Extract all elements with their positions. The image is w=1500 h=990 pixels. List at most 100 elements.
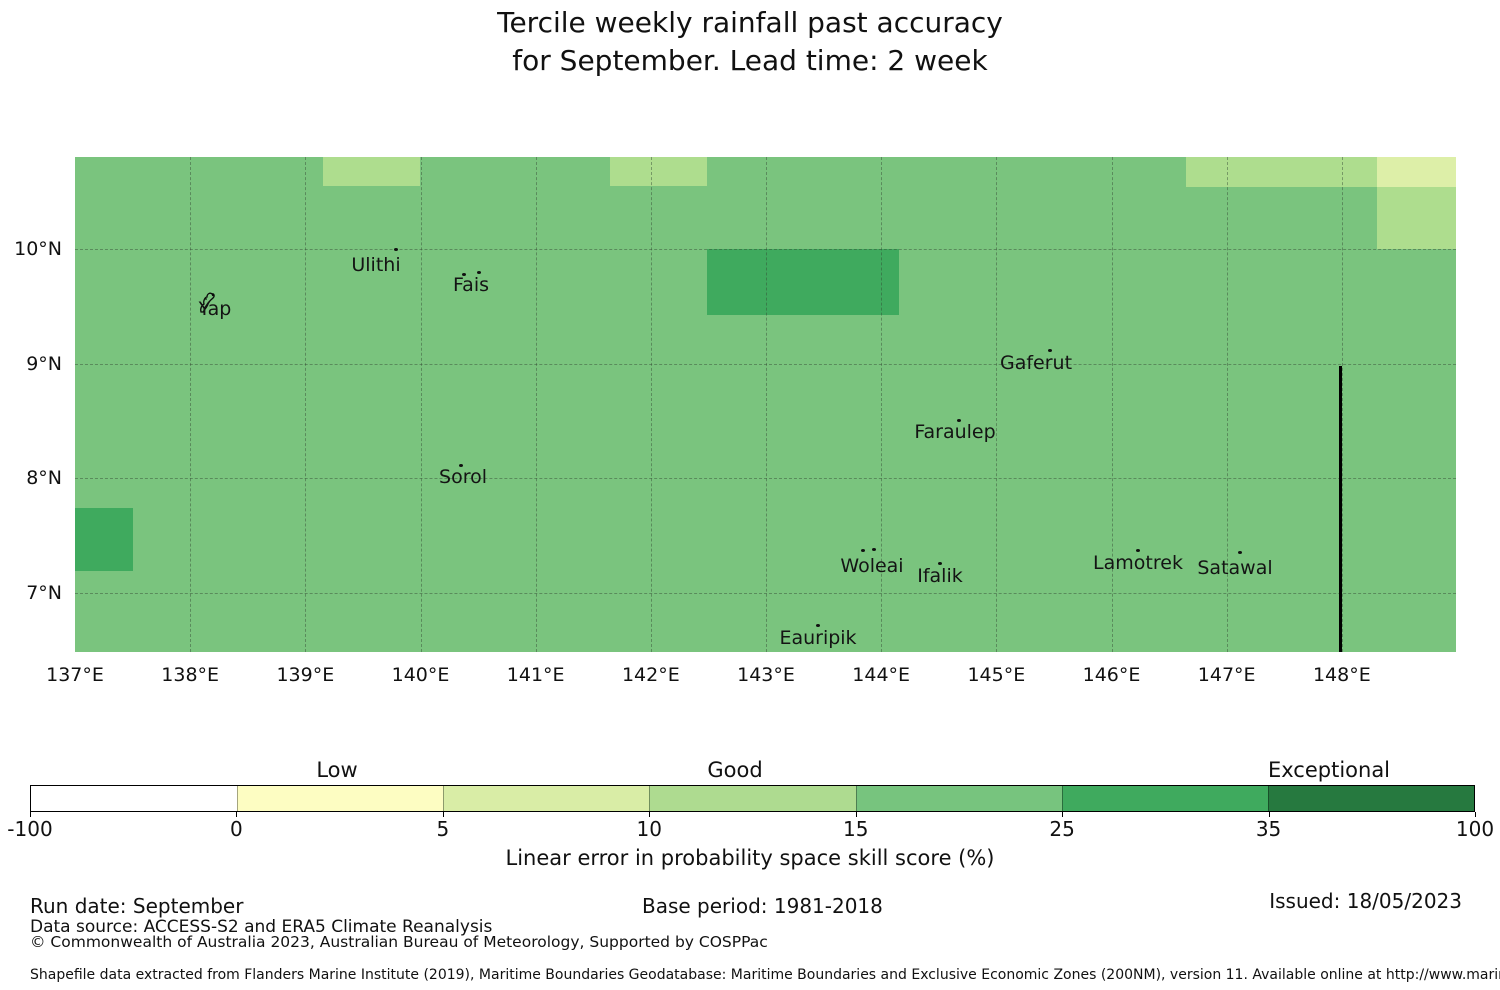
x-tick-label: 140°E	[391, 664, 450, 686]
colorbar-category-label: Exceptional	[1267, 758, 1391, 782]
island-label: Faraulep	[914, 421, 996, 443]
colorbar-segment	[31, 786, 238, 811]
map-grid-line-vertical	[420, 157, 422, 652]
island-dot	[459, 464, 463, 467]
x-tick-label: 146°E	[1082, 664, 1141, 686]
map-grid-line-vertical	[305, 157, 307, 652]
colorbar-segment	[237, 786, 444, 811]
island-label: Eauripik	[779, 627, 857, 649]
title-line-2: for September. Lead time: 2 week	[512, 44, 988, 77]
map-grid-line-vertical	[766, 157, 768, 652]
y-tick-label: 10°N	[14, 238, 62, 260]
run-date-text: Run date: September	[30, 894, 244, 918]
x-tick-label: 139°E	[276, 664, 335, 686]
island-dot	[1136, 549, 1140, 552]
y-tick-label: 8°N	[26, 467, 62, 490]
map-grid-line-vertical	[190, 157, 192, 652]
island-label: Yap	[198, 298, 232, 320]
map-cell	[610, 157, 707, 186]
colorbar-tick-label: -100	[7, 817, 53, 841]
map-grid-line-vertical	[535, 157, 537, 652]
map-cell	[1186, 157, 1377, 187]
title-line-1: Tercile weekly rainfall past accuracy	[497, 6, 1003, 39]
colorbar-segment	[1267, 786, 1474, 811]
island-dot	[1238, 551, 1242, 554]
colorbar-tick-label: 25	[1049, 817, 1075, 841]
x-tick-label: 148°E	[1312, 664, 1371, 686]
colorbar-tick-label: 35	[1255, 817, 1282, 841]
colorbar-tick-label: 10	[636, 817, 663, 841]
colorbar-tick-mark	[855, 812, 857, 817]
island-dot	[938, 562, 942, 565]
map-grid-line-vertical	[1226, 157, 1228, 652]
colorbar-tick-mark	[1268, 812, 1270, 817]
island-label: Gaferut	[999, 352, 1073, 374]
y-tick-label: 9°N	[26, 352, 62, 375]
island-label: Lamotrek	[1093, 552, 1183, 574]
map-grid-line-vertical	[996, 157, 998, 652]
colorbar	[30, 785, 1475, 812]
shapefile-note-text: Shapefile data extracted from Flanders M…	[30, 967, 1500, 983]
yap-island-shape	[197, 291, 219, 315]
island-label: Ulithi	[351, 254, 401, 276]
map-cell	[707, 249, 899, 315]
copyright-text: © Commonwealth of Australia 2023, Austra…	[30, 933, 768, 951]
colorbar-category-label: Good	[707, 758, 763, 782]
island-dot	[816, 624, 820, 627]
colorbar-segment	[649, 786, 856, 811]
base-period-text: Base period: 1981-2018	[642, 894, 883, 918]
map-grid-line-vertical	[881, 157, 883, 652]
island-dot	[957, 419, 961, 422]
map-grid-line-horizontal	[75, 478, 1456, 480]
y-tick-label: 7°N	[26, 581, 62, 604]
x-tick-label: 138°E	[161, 664, 220, 686]
colorbar-tick-mark	[649, 812, 651, 817]
island-dot	[1048, 349, 1052, 352]
colorbar-segment	[443, 786, 650, 811]
data-source-text: Data source: ACCESS-S2 and ERA5 Climate …	[30, 917, 493, 937]
island-dot	[872, 548, 876, 551]
island-label: Satawal	[1197, 557, 1273, 579]
colorbar-tick-mark	[442, 812, 444, 817]
figure-title: Tercile weekly rainfall past accuracy fo…	[0, 4, 1500, 80]
x-tick-label: 147°E	[1197, 664, 1256, 686]
issued-date-text: Issued: 18/05/2023	[1269, 889, 1462, 913]
colorbar-tick-label: 15	[842, 817, 869, 841]
colorbar-tick-mark	[1475, 812, 1476, 817]
map-grid-line-horizontal	[75, 363, 1456, 365]
x-tick-label: 145°E	[967, 664, 1026, 686]
island-dot	[861, 549, 865, 552]
map-grid-line-vertical	[1341, 157, 1343, 652]
island-label: Sorol	[439, 466, 487, 488]
map-cell	[1377, 157, 1456, 187]
map-cell	[323, 157, 420, 186]
island-dot	[477, 271, 481, 274]
colorbar-tick-label: 100	[1455, 817, 1495, 841]
x-tick-label: 143°E	[737, 664, 795, 686]
map-area: Yap Ulithi Fais Sorol Gaferut Faraulep Woleai I…	[75, 157, 1456, 652]
map-grid-line-horizontal	[75, 249, 1456, 250]
island-label: Woleai	[840, 555, 904, 577]
island-dot	[394, 248, 398, 251]
colorbar-tick-mark	[1062, 812, 1064, 817]
colorbar-tick-mark	[30, 812, 31, 817]
island-dot	[462, 273, 466, 276]
x-tick-label: 144°E	[852, 664, 911, 686]
colorbar-category-label: Low	[316, 758, 358, 782]
colorbar-tick-label: 5	[436, 817, 450, 841]
x-tick-label: 142°E	[621, 664, 680, 686]
island-label: Ifalik	[917, 565, 963, 587]
colorbar-segment	[855, 786, 1062, 811]
eez-boundary-line	[1339, 366, 1342, 652]
colorbar-tick-mark	[236, 812, 238, 817]
x-tick-label: 141°E	[506, 664, 565, 686]
colorbar-tick-label: 0	[230, 817, 243, 841]
map-grid-line-vertical	[650, 157, 652, 652]
map-grid-line-vertical	[1111, 157, 1113, 652]
x-tick-label: 137°E	[46, 664, 104, 686]
colorbar-segment	[1061, 786, 1268, 811]
colorbar-axis-label: Linear error in probability space skill …	[505, 846, 995, 870]
map-cell	[1377, 187, 1456, 249]
map-grid-line-horizontal	[75, 592, 1456, 594]
